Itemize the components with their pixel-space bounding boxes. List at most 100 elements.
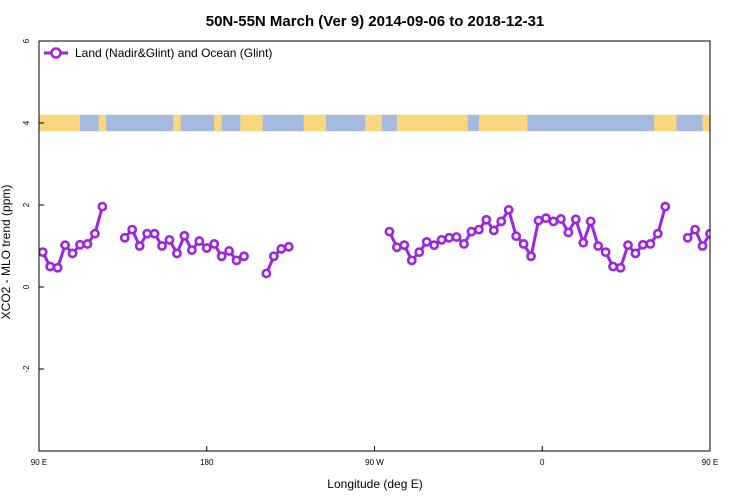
ocean-band bbox=[467, 114, 479, 132]
data-point bbox=[97, 201, 108, 212]
data-point bbox=[179, 230, 190, 241]
x-tick-label: 90 W bbox=[365, 458, 384, 467]
data-point bbox=[682, 232, 693, 243]
data-point bbox=[503, 205, 514, 215]
data-point bbox=[600, 247, 611, 258]
data-point bbox=[391, 242, 402, 253]
data-point bbox=[157, 241, 167, 251]
data-point bbox=[268, 251, 279, 262]
data-point bbox=[585, 216, 596, 227]
ocean-band bbox=[381, 114, 397, 132]
data-point bbox=[645, 239, 656, 249]
ocean-band bbox=[180, 114, 215, 132]
data-point bbox=[283, 241, 294, 252]
data-point bbox=[488, 225, 499, 236]
ocean-band bbox=[221, 114, 241, 132]
data-point bbox=[436, 234, 447, 245]
data-point bbox=[164, 234, 175, 245]
data-point bbox=[638, 239, 648, 250]
data-point bbox=[421, 236, 432, 247]
data-point bbox=[172, 248, 182, 259]
data-point bbox=[134, 241, 145, 251]
data-point bbox=[660, 201, 671, 212]
x-axis-label: Longitude (deg E) bbox=[327, 477, 422, 491]
data-point bbox=[276, 243, 287, 254]
land-ocean-band bbox=[39, 114, 710, 132]
data-point bbox=[652, 228, 663, 239]
data-point bbox=[224, 246, 235, 256]
data-point bbox=[127, 224, 138, 235]
data-point bbox=[399, 240, 410, 251]
data-point bbox=[90, 228, 100, 239]
data-point bbox=[82, 239, 93, 249]
data-point bbox=[714, 230, 721, 237]
data-point bbox=[526, 251, 536, 262]
ocean-band bbox=[676, 114, 703, 132]
data-point bbox=[406, 255, 417, 266]
data-point bbox=[45, 261, 56, 272]
data-point bbox=[451, 232, 462, 242]
x-tick-label: 180 bbox=[200, 458, 214, 467]
data-point bbox=[481, 214, 492, 225]
data-point bbox=[705, 228, 710, 239]
data-point bbox=[563, 227, 574, 238]
data-point bbox=[149, 228, 160, 239]
data-point bbox=[239, 251, 249, 262]
data-point bbox=[414, 247, 425, 258]
data-point bbox=[630, 248, 641, 259]
data-point bbox=[729, 236, 736, 243]
ocean-band bbox=[262, 114, 304, 132]
data-point bbox=[201, 243, 212, 253]
y-tick-label: -2 bbox=[22, 365, 31, 373]
data-point bbox=[209, 239, 220, 249]
ocean-band bbox=[527, 114, 655, 132]
data-point bbox=[216, 251, 227, 262]
data-point bbox=[721, 242, 728, 249]
series-group bbox=[39, 201, 736, 279]
chart-title: 50N-55N March (Ver 9) 2014-09-06 to 2018… bbox=[206, 13, 545, 30]
data-point bbox=[518, 239, 529, 249]
data-point bbox=[429, 240, 440, 251]
ocean-band bbox=[106, 114, 174, 132]
data-point bbox=[511, 231, 522, 242]
data-point bbox=[52, 262, 63, 273]
data-point bbox=[690, 224, 700, 235]
data-point bbox=[466, 226, 477, 237]
data-point bbox=[67, 248, 78, 259]
x-tick-label: 90 E bbox=[702, 458, 718, 467]
data-point bbox=[615, 262, 626, 273]
data-point bbox=[578, 237, 589, 248]
data-point bbox=[261, 268, 272, 279]
y-tick-label: 2 bbox=[22, 202, 31, 207]
y-axis-label: XCO2 - MLO trend (ppm) bbox=[0, 185, 13, 320]
x-tick-label: 90 E bbox=[31, 458, 47, 467]
data-point bbox=[459, 239, 469, 249]
data-point bbox=[186, 245, 197, 255]
data-point bbox=[60, 240, 70, 251]
data-point bbox=[444, 232, 454, 243]
ocean-band bbox=[80, 114, 99, 132]
legend-marker-swatch bbox=[50, 47, 62, 59]
data-point bbox=[231, 255, 242, 266]
data-point bbox=[496, 216, 507, 227]
data-point bbox=[555, 214, 566, 224]
data-point bbox=[39, 247, 48, 258]
y-tick-label: 0 bbox=[22, 284, 31, 289]
x-axis: 90 E 180 90 W 0 90 E bbox=[31, 446, 718, 467]
legend: Land (Nadir&Glint) and Ocean (Glint) bbox=[44, 46, 272, 60]
y-tick-label: 4 bbox=[22, 120, 31, 125]
y-axis: -2 0 2 4 6 bbox=[22, 38, 44, 373]
data-point bbox=[570, 214, 581, 225]
data-point bbox=[548, 216, 559, 227]
ocean-band bbox=[326, 114, 366, 132]
data-point bbox=[194, 236, 205, 246]
data-point bbox=[623, 240, 633, 251]
data-point bbox=[697, 241, 708, 251]
y-tick-label: 6 bbox=[22, 38, 31, 43]
data-point bbox=[533, 215, 544, 226]
data-point bbox=[384, 226, 395, 237]
data-point bbox=[541, 213, 551, 224]
data-point bbox=[119, 232, 130, 243]
data-point bbox=[75, 239, 85, 250]
